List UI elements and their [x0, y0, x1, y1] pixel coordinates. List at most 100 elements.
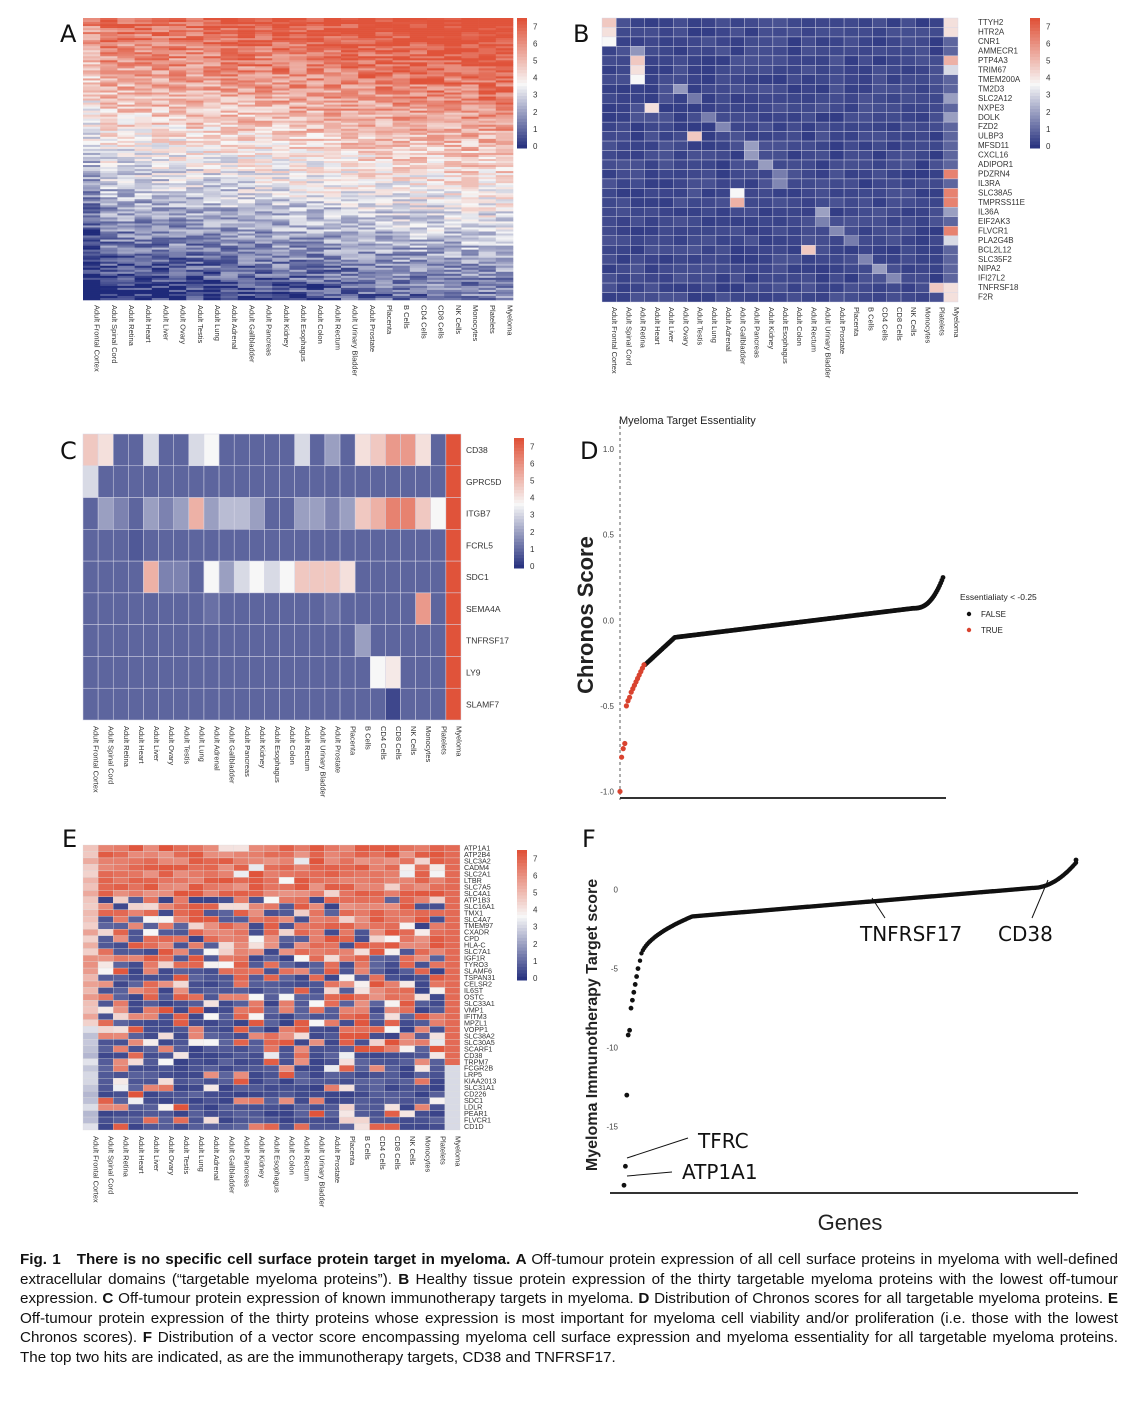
heatmap-cell: [117, 84, 135, 87]
heatmap-cell: [151, 78, 170, 81]
heatmap-cell: [370, 687, 386, 721]
heatmap-cell: [444, 94, 462, 97]
heatmap-cell: [323, 44, 342, 47]
heatmap-cell: [478, 171, 497, 174]
heatmap-cell: [900, 65, 916, 76]
heatmap-cell: [358, 62, 376, 65]
heatmap-cell: [354, 497, 371, 530]
heatmap-cell: [169, 64, 187, 67]
heatmap-cell: [151, 159, 170, 162]
heatmap-cell: [169, 36, 187, 39]
heatmap-cell: [385, 592, 401, 625]
heatmap-cell: [478, 189, 497, 192]
heatmap-cell: [427, 211, 445, 214]
heatmap-cell: [272, 62, 290, 65]
heatmap-cell: [272, 179, 290, 182]
heatmap-cell: [203, 148, 221, 152]
heatmap-cell: [186, 269, 204, 273]
heatmap-cell: [427, 217, 445, 220]
heatmap-cell: [375, 68, 393, 71]
heatmap-cell: [323, 281, 342, 285]
heatmap-cell: [915, 244, 930, 255]
heatmap-cell: [915, 93, 930, 104]
heatmap-cell: [427, 36, 445, 39]
heatmap-cell: [886, 74, 902, 85]
heatmap-cell: [306, 169, 325, 172]
heatmap-cell: [117, 68, 135, 71]
heatmap-cell: [306, 34, 325, 37]
heatmap-cell: [461, 291, 479, 295]
heatmap-cell: [616, 159, 631, 170]
heatmap-cell: [409, 156, 428, 160]
heatmap-cell: [306, 42, 325, 45]
heatmap-cell: [495, 144, 514, 148]
heatmap-cell: [478, 56, 497, 59]
heatmap-cell: [427, 245, 445, 248]
heatmap-cell: [375, 124, 393, 128]
heatmap-cell: [272, 116, 290, 120]
colorbar-segment: [1030, 135, 1040, 139]
heatmap-cell: [220, 249, 239, 252]
heatmap-cell: [203, 144, 221, 148]
heatmap-cell: [306, 275, 325, 279]
heatmap-cell: [151, 239, 170, 242]
heatmap-cell: [306, 142, 325, 146]
heatmap-cell: [687, 46, 702, 57]
heatmap-cell: [375, 265, 393, 269]
heatmap-cell: [100, 171, 118, 174]
heatmap-cell: [169, 253, 187, 256]
heatmap-cell: [478, 267, 497, 271]
heatmap-cell: [128, 560, 144, 594]
heatmap-cell: [255, 227, 273, 230]
heatmap-cell: [272, 52, 290, 55]
heatmap-cell: [744, 216, 759, 227]
heatmap-cell: [134, 134, 153, 138]
heatmap-cell: [272, 118, 290, 122]
heatmap-cell: [375, 152, 393, 156]
heatmap-cell: [324, 529, 341, 562]
heatmap-cell: [83, 34, 101, 37]
heatmap-cell: [323, 173, 342, 176]
heatmap-cell: [687, 121, 702, 132]
heatmap-cell: [461, 189, 479, 192]
heatmap-cell: [151, 24, 170, 27]
heatmap-cell: [461, 124, 479, 128]
heatmap-cell: [306, 211, 325, 214]
heatmap-cell: [385, 497, 401, 530]
heatmap-cell: [495, 237, 514, 240]
colorbar-segment: [517, 83, 527, 87]
heatmap-cell: [220, 108, 239, 111]
heatmap-cell: [843, 27, 859, 38]
heatmap-cell: [427, 26, 445, 29]
heatmap-cell: [341, 267, 359, 271]
heatmap-cell: [169, 265, 187, 269]
heatmap-cell: [134, 52, 153, 55]
colorbar-segment: [514, 538, 524, 543]
heatmap-cell: [445, 497, 462, 530]
heatmap-cell: [409, 124, 428, 128]
heatmap-cell: [151, 124, 170, 128]
heatmap-cell: [744, 197, 759, 208]
heatmap-cell: [117, 102, 135, 105]
heatmap-cell: [900, 150, 916, 161]
heatmap-cell: [644, 65, 660, 76]
heatmap-cell: [370, 624, 386, 657]
heatmap-cell: [392, 140, 411, 144]
heatmap-cell: [134, 32, 153, 35]
heatmap-cell: [444, 86, 462, 89]
heatmap-cell: [151, 253, 170, 256]
heatmap-cell: [83, 179, 101, 182]
heatmap-cell: [478, 193, 497, 196]
heatmap-cell: [409, 255, 428, 258]
heatmap-cell: [83, 114, 101, 117]
heatmap-cell: [409, 291, 428, 295]
heatmap-cell: [82, 624, 99, 657]
heatmap-cell: [186, 217, 204, 220]
heatmap-cell: [358, 150, 376, 154]
heatmap-cell: [341, 30, 359, 33]
heatmap-cell: [323, 114, 342, 117]
heatmap-cell: [186, 171, 204, 174]
heatmap-cell: [375, 243, 393, 246]
heatmap-cell: [729, 27, 745, 38]
heatmap-cell: [943, 84, 959, 94]
